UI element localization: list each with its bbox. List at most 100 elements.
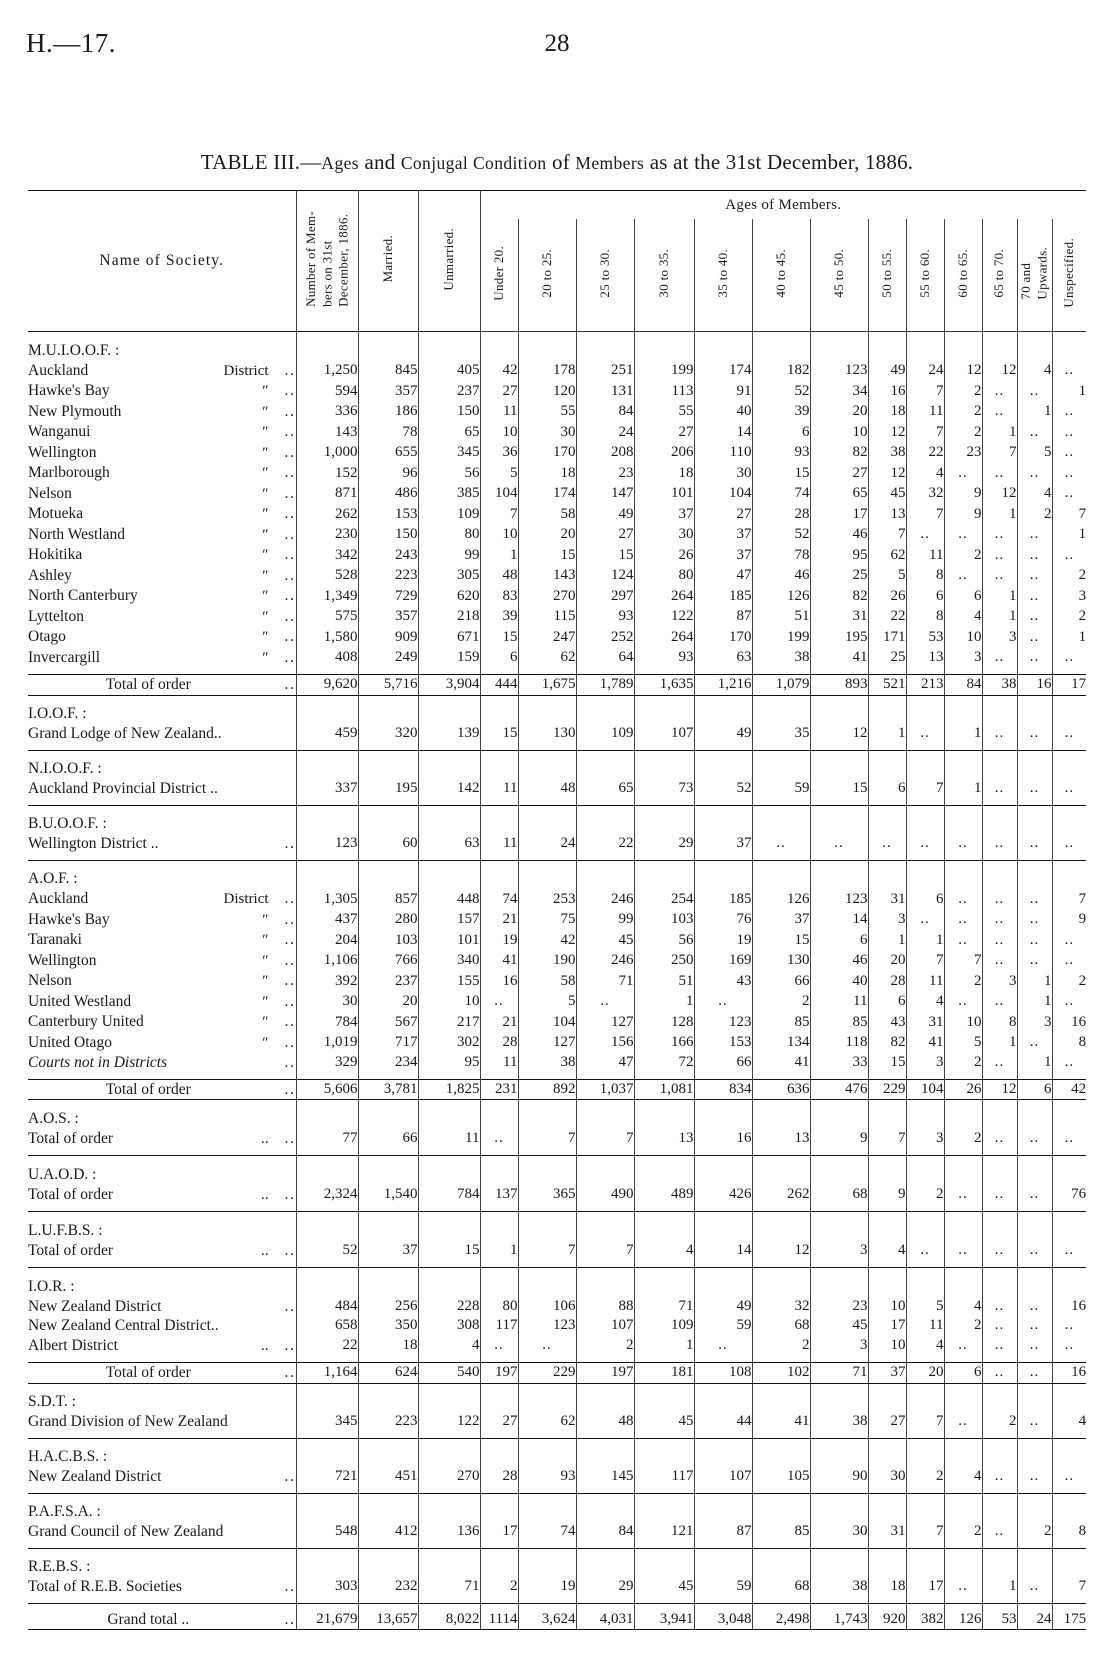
cell-value <box>1016 1267 1052 1268</box>
cell-value: 13 <box>905 647 944 668</box>
cell-value <box>1016 1155 1052 1165</box>
cell-value <box>633 1548 694 1558</box>
cell-value: 2 <box>943 1316 982 1336</box>
cell-value: 178 <box>517 360 576 381</box>
cell-value <box>943 805 982 815</box>
cell-value: .. <box>1051 1316 1087 1336</box>
cell-value <box>479 814 518 834</box>
cell-value: 42 <box>479 360 518 381</box>
cell-value: 51 <box>633 971 694 992</box>
cell-value: 9 <box>809 1128 868 1149</box>
cell-value <box>295 1596 358 1603</box>
cell-value <box>1051 341 1087 361</box>
cell-value <box>633 694 694 696</box>
cell-value <box>1051 1486 1087 1493</box>
grand-total-row: Grand total .... 21,679 13,657 8,022 1114 3,6… <box>28 1609 1087 1629</box>
cell-value <box>633 749 694 751</box>
header-number-of-members: Number of Mem- bers on 31st December, 18… <box>295 190 358 332</box>
cell-value: 63 <box>693 647 752 668</box>
cell-value: 101 <box>633 483 694 504</box>
cell-value <box>295 804 358 806</box>
row-spacer <box>28 1486 1087 1493</box>
table-row: Grand Division of New Zealand 345 223 122 27… <box>28 1412 1087 1432</box>
cell-value <box>751 759 810 779</box>
cell-value <box>517 331 576 341</box>
cell-value: 123 <box>295 834 358 854</box>
cell-value: 337 <box>295 779 358 799</box>
cell-value: 871 <box>295 483 358 504</box>
cell-value: 11 <box>905 1316 944 1336</box>
header-age-70-line1: 70 and <box>1018 262 1034 300</box>
cell-value <box>357 1437 418 1439</box>
spacer-cell <box>28 805 296 815</box>
cell-value <box>357 1072 418 1079</box>
cell-value: 136 <box>417 1522 480 1542</box>
cell-value <box>633 1502 694 1522</box>
cell-value: .. <box>1051 422 1087 443</box>
row-society-name: United Westland ″.. <box>28 992 296 1010</box>
cell-value <box>809 1492 868 1494</box>
header-age-40-45: 40 to 45. <box>751 219 810 332</box>
cell-value: 1 <box>867 724 906 744</box>
spacer-cell <box>28 1100 296 1110</box>
cell-value <box>981 1541 1017 1548</box>
cell-value: .. <box>1016 930 1052 951</box>
cell-value: 2,498 <box>751 1609 810 1629</box>
cell-value <box>295 674 358 675</box>
cell-value <box>1051 1492 1087 1494</box>
cell-value: 21 <box>479 1012 518 1033</box>
cell-value <box>905 1155 944 1165</box>
cell-value: 110 <box>693 442 752 463</box>
cell-value <box>943 869 982 889</box>
header-age-30-35-label: 30 to 35. <box>655 248 671 298</box>
table-header: Name of Society. Number of Mem- bers on … <box>28 190 1087 332</box>
cell-value: 56 <box>633 930 694 951</box>
cell-value: 6 <box>905 586 944 607</box>
cell-value <box>517 814 576 834</box>
cell-value: .. <box>1051 1053 1087 1073</box>
cell-value: 15 <box>751 930 810 951</box>
cell-value: 72 <box>633 1053 694 1073</box>
cell-value <box>981 814 1017 834</box>
cell-value: 336 <box>295 401 358 422</box>
cell-value <box>575 704 634 724</box>
cell-value <box>1016 1541 1052 1548</box>
cell-value <box>479 1437 518 1439</box>
cell-value <box>1051 1165 1087 1185</box>
cell-value: 412 <box>357 1522 418 1542</box>
cell-value <box>943 1155 982 1156</box>
cell-value: 26 <box>943 1079 982 1099</box>
cell-value <box>517 1438 576 1448</box>
cell-value <box>809 1629 868 1630</box>
cell-value <box>575 1267 634 1268</box>
cell-value <box>575 1261 634 1267</box>
cell-value <box>751 1629 810 1630</box>
row-spacer <box>28 805 1087 815</box>
cell-value <box>1016 1155 1052 1156</box>
cell-value: 4 <box>943 606 982 627</box>
cell-value: 95 <box>417 1053 480 1073</box>
row-society-name: Courts not in Districts.. <box>28 1054 296 1071</box>
cell-value <box>479 695 518 705</box>
cell-value <box>1051 695 1087 705</box>
cell-value <box>943 674 982 675</box>
cell-value: 107 <box>633 724 694 744</box>
cell-value <box>1016 1438 1052 1448</box>
cell-value <box>575 749 634 751</box>
cell-value: 8,022 <box>417 1609 480 1629</box>
cell-value <box>357 759 418 779</box>
cell-value <box>1016 1078 1052 1080</box>
cell-value <box>943 1211 982 1212</box>
cell-value <box>905 1099 944 1109</box>
cell-value: 10 <box>809 422 868 443</box>
cell-value: 11 <box>479 1053 518 1073</box>
cell-value <box>517 1431 576 1438</box>
table-row: Taranaki ″.. 204 103 101 19 42 45 56 19 15 6 1 1.....… <box>28 930 1087 951</box>
cell-value <box>943 1629 982 1630</box>
cell-value: 27 <box>633 422 694 443</box>
cell-value <box>1051 1392 1087 1412</box>
cell-value <box>981 859 1017 861</box>
cell-value: 4,031 <box>575 1609 634 1629</box>
cell-value <box>295 1492 358 1494</box>
cell-value <box>693 1221 752 1241</box>
